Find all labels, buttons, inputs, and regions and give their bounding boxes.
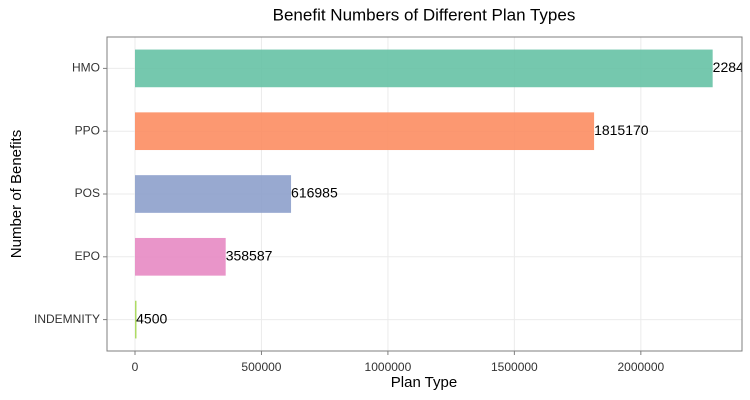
bars: 2284000 1815170 616985 358587 4500 [134,49,750,339]
x-tick-label: 0 [132,360,139,374]
chart-title: Benefit Numbers of Different Plan Types [273,5,576,24]
y-tick-label: HMO [72,61,100,75]
x-tick-label: 500000 [241,360,281,374]
value-label: 2284000 [713,59,750,75]
x-tick-label: 1500000 [491,360,538,374]
y-tick-label: EPO [75,249,100,263]
value-label: 358587 [226,248,273,264]
y-tick-label: INDEMNITY [34,312,100,326]
bar [134,49,713,88]
x-axis-title: Plan Type [391,374,457,391]
y-axis-title: Number of Benefits [8,130,25,258]
axes: 0 500000 1000000 1500000 2000000 HMO PPO POS EPO… [34,61,665,375]
bar [134,300,137,339]
bar [134,112,595,151]
value-label: 616985 [291,185,338,201]
y-tick-label: PPO [75,123,100,137]
x-tick-label: 2000000 [617,360,664,374]
bar [134,175,292,213]
bar [134,237,226,276]
value-label: 1815170 [594,122,649,138]
y-tick-label: POS [75,186,100,200]
value-label: 4500 [136,310,167,326]
x-tick-label: 1000000 [365,360,412,374]
